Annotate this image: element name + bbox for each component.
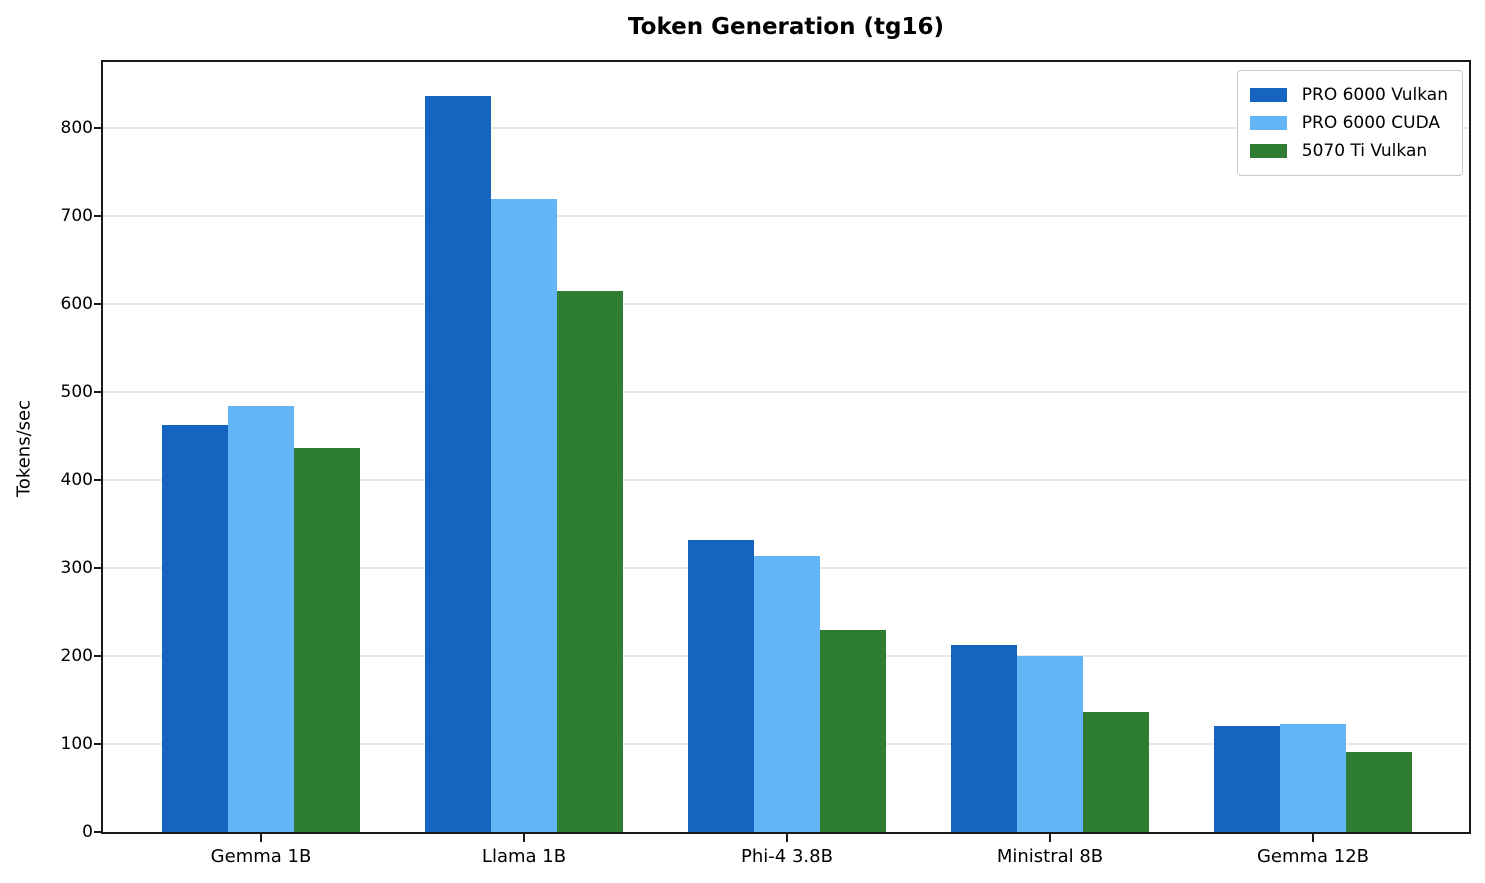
y-tick-mark [94, 831, 102, 833]
y-tick-mark [94, 655, 102, 657]
y-tick-mark [94, 127, 102, 129]
bar-pro-6000-vulkan-ministral-8b [951, 645, 1017, 832]
y-tick-mark [94, 567, 102, 569]
x-tick-mark [523, 834, 525, 842]
bar-5070-ti-vulkan-gemma-1b [294, 448, 360, 832]
bar-pro-6000-cuda-gemma-1b [228, 406, 294, 832]
x-tick-mark [786, 834, 788, 842]
y-tick-mark [94, 303, 102, 305]
gridline-y-800 [103, 127, 1469, 129]
gridline-y-600 [103, 303, 1469, 305]
bar-pro-6000-cuda-phi-4-3-8b [754, 555, 820, 832]
x-tick-label-phi-4-3-8b: Phi-4 3.8B [741, 846, 833, 867]
bar-pro-6000-vulkan-gemma-12b [1214, 726, 1280, 832]
bar-pro-6000-cuda-gemma-12b [1280, 723, 1346, 832]
x-tick-label-gemma-1b: Gemma 1B [210, 846, 312, 867]
bar-pro-6000-vulkan-llama-1b [425, 96, 491, 832]
y-tick-mark [94, 743, 102, 745]
legend-swatch-icon [1249, 144, 1287, 158]
x-tick-mark [260, 834, 262, 842]
gridline-y-700 [103, 215, 1469, 217]
x-tick-mark [1049, 834, 1051, 842]
y-tick-mark [94, 391, 102, 393]
y-tick-label-0: 0 [82, 822, 93, 842]
y-tick-mark [94, 215, 102, 217]
chart-title: Token Generation (tg16) [628, 14, 944, 40]
legend-item-pro-6000-cuda: PRO 6000 CUDA [1249, 109, 1448, 137]
gridline-y-500 [103, 391, 1469, 393]
bar-pro-6000-cuda-llama-1b [491, 199, 557, 832]
y-tick-label-400: 400 [60, 470, 93, 490]
bar-5070-ti-vulkan-gemma-12b [1346, 751, 1412, 832]
y-tick-label-200: 200 [60, 646, 93, 666]
x-tick-mark [1312, 834, 1314, 842]
bar-5070-ti-vulkan-ministral-8b [1083, 712, 1149, 832]
y-tick-label-600: 600 [60, 294, 93, 314]
x-tick-label-ministral-8b: Ministral 8B [996, 846, 1104, 867]
x-tick-label-llama-1b: Llama 1B [481, 846, 567, 867]
legend: PRO 6000 Vulkan PRO 6000 CUDA 5070 Ti Vulk… [1236, 70, 1463, 176]
bar-5070-ti-vulkan-phi-4-3-8b [820, 630, 886, 832]
y-tick-label-500: 500 [60, 382, 93, 402]
y-tick-mark [94, 479, 102, 481]
legend-swatch-icon [1249, 88, 1287, 102]
bar-pro-6000-cuda-ministral-8b [1017, 656, 1083, 832]
gridline-y-400 [103, 479, 1469, 481]
legend-swatch-icon [1249, 116, 1287, 130]
y-tick-label-800: 800 [60, 118, 93, 138]
bar-5070-ti-vulkan-llama-1b [557, 290, 623, 832]
legend-item-5070-ti-vulkan: 5070 Ti Vulkan [1249, 137, 1448, 165]
legend-label: PRO 6000 CUDA [1301, 113, 1441, 133]
x-tick-label-gemma-12b: Gemma 12B [1256, 846, 1370, 867]
y-tick-label-300: 300 [60, 558, 93, 578]
legend-label: PRO 6000 Vulkan [1301, 85, 1448, 105]
bar-pro-6000-vulkan-phi-4-3-8b [688, 539, 754, 832]
legend-item-pro-6000-vulkan: PRO 6000 Vulkan [1249, 81, 1448, 109]
y-tick-label-700: 700 [60, 206, 93, 226]
legend-label: 5070 Ti Vulkan [1301, 141, 1428, 161]
plot-area: PRO 6000 Vulkan PRO 6000 CUDA 5070 Ti Vulk… [101, 60, 1471, 834]
y-tick-label-100: 100 [60, 734, 93, 754]
bar-pro-6000-vulkan-gemma-1b [162, 424, 228, 832]
